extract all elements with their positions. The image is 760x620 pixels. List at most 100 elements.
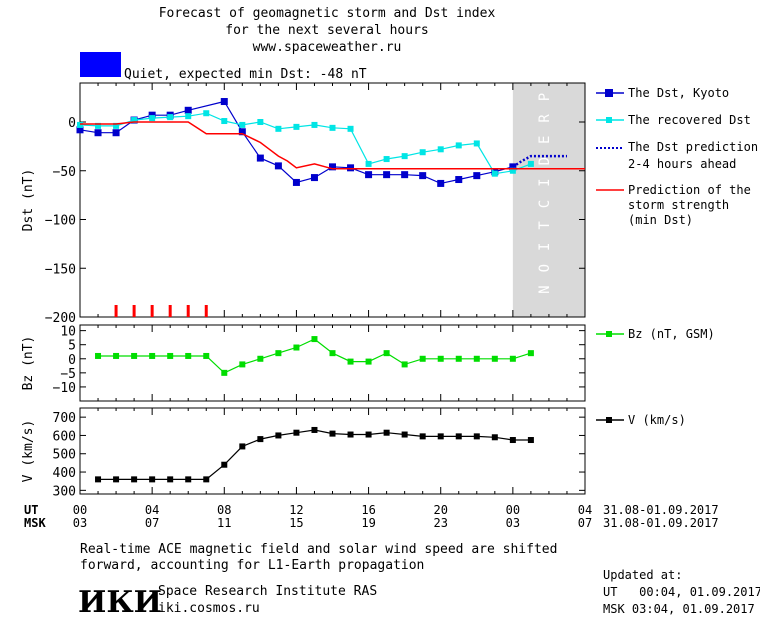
series-line (98, 338, 532, 374)
footer-note-line2: forward, accounting for L1-Earth propaga… (80, 558, 424, 573)
y-tick-label: −5 (60, 367, 76, 382)
data-point (347, 125, 354, 132)
updated-msk: MSK 03:04, 01.09.2017 (603, 602, 755, 616)
data-point (310, 174, 318, 182)
data-point (455, 176, 463, 184)
updated-ut: UT 00:04, 01.09.2017 (603, 585, 760, 599)
y-axis-label: Dst (nT) (21, 169, 36, 232)
status-text: Quiet, expected min Dst: -48 nT (124, 67, 367, 82)
institute-name: Space Research Institute RAS (158, 584, 377, 599)
data-point (239, 443, 246, 450)
msk-tick-label: 15 (289, 516, 303, 530)
data-point (527, 350, 534, 357)
prediction-label-letter: T (537, 221, 553, 230)
data-point (311, 426, 318, 433)
data-point (311, 336, 318, 343)
data-point (256, 154, 264, 162)
data-point (365, 160, 372, 167)
data-point (238, 128, 246, 136)
data-point (203, 476, 210, 483)
data-point (401, 153, 408, 160)
data-point (329, 350, 336, 357)
svg-text:storm strength: storm strength (628, 198, 729, 212)
data-point (455, 355, 462, 362)
data-point (401, 431, 408, 438)
data-point (509, 437, 516, 444)
prediction-label-letter: N (537, 285, 553, 293)
data-point (167, 476, 174, 483)
prediction-label-letter: D (537, 157, 553, 165)
msk-range: 31.08-01.09.2017 (603, 516, 719, 530)
data-point (257, 355, 264, 362)
data-point (329, 163, 336, 171)
data-point (329, 124, 336, 131)
data-point (274, 162, 282, 170)
chart-title-line2: for the next several hours (225, 23, 429, 38)
data-point (275, 350, 282, 357)
data-point (185, 476, 192, 483)
data-point (239, 121, 246, 128)
data-point (527, 437, 534, 444)
data-point (311, 121, 318, 128)
website-link[interactable]: www.spaceweather.ru (253, 40, 402, 55)
data-point (365, 171, 373, 179)
prediction-label-letter: I (537, 178, 553, 186)
status-color-box (80, 52, 121, 77)
data-point (347, 358, 354, 365)
data-point (419, 355, 426, 362)
ut-label: UT (24, 503, 38, 517)
data-point (293, 123, 300, 130)
y-tick-label: 0 (68, 353, 76, 368)
prediction-label-letter: E (537, 136, 553, 144)
data-point (184, 106, 192, 114)
msk-tick-label: 11 (217, 516, 231, 530)
msk-tick-label: 23 (433, 516, 447, 530)
msk-tick-label: 07 (578, 516, 592, 530)
data-point (437, 355, 444, 362)
panel-frame (79, 324, 586, 402)
data-point (77, 121, 83, 128)
data-point (275, 125, 282, 132)
data-point (112, 129, 120, 137)
data-point (455, 142, 462, 149)
series-line (512, 154, 567, 168)
legend-storm-strength: Prediction of the storm strength (min Ds… (596, 183, 751, 227)
updated-label: Updated at: (603, 568, 682, 582)
prediction-label-letter: I (537, 243, 553, 251)
svg-text:V (km/s): V (km/s) (628, 413, 686, 427)
prediction-label-letter: R (537, 114, 553, 123)
data-point (185, 113, 192, 120)
legend-dst-prediction: The Dst prediction 2-4 hours ahead (596, 140, 758, 171)
ut-tick-label: 00 (506, 503, 520, 517)
ut-tick-label: 00 (73, 503, 87, 517)
svg-text:Bz (nT, GSM): Bz (nT, GSM) (628, 327, 715, 341)
data-point (257, 119, 264, 125)
legend-recovered-dst: The recovered Dst (596, 113, 751, 127)
data-point (347, 164, 355, 172)
y-tick-label: −100 (45, 214, 76, 229)
data-point (491, 434, 498, 441)
data-point (509, 355, 516, 362)
y-axis-label: Bz (nT) (21, 336, 36, 391)
data-point (473, 355, 480, 362)
data-point (437, 146, 444, 153)
data-point (131, 352, 138, 359)
y-tick-label: 700 (53, 411, 76, 426)
dst-panel: P R E D I C T I O N 0 −50 −100 −150 −200 Dst (nT) (21, 82, 586, 326)
svg-text:The Dst, Kyoto: The Dst, Kyoto (628, 86, 729, 100)
institute-url[interactable]: iki.cosmos.ru (158, 601, 260, 616)
ut-tick-label: 20 (433, 503, 447, 517)
data-point (221, 118, 228, 125)
data-point (113, 352, 120, 359)
data-point (95, 352, 102, 359)
data-point (473, 140, 480, 147)
data-point (131, 476, 138, 483)
data-point (95, 122, 102, 129)
data-point (365, 358, 372, 365)
y-tick-label: 10 (60, 325, 76, 340)
msk-label: MSK (24, 516, 46, 530)
y-axis-label: V (km/s) (21, 420, 36, 483)
data-point (131, 117, 138, 124)
data-point (401, 361, 408, 368)
